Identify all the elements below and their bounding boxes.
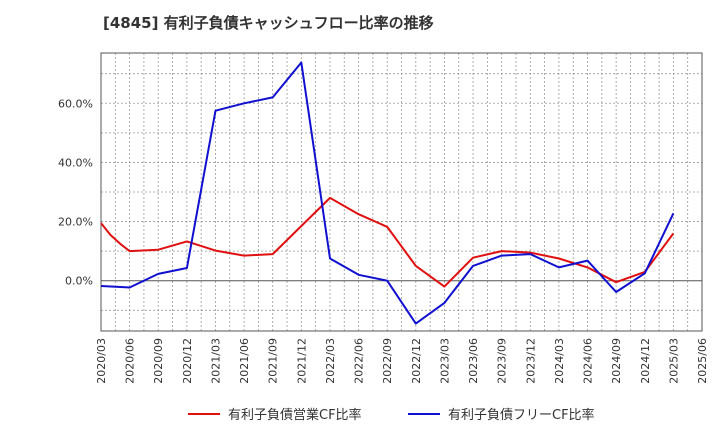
x-tick-label: 2024/06 bbox=[582, 338, 595, 384]
x-tick-label: 2024/03 bbox=[553, 338, 566, 384]
x-tick-label: 2021/12 bbox=[295, 338, 308, 384]
y-tick-label: 0.0% bbox=[65, 275, 93, 288]
x-tick-label: 2025/06 bbox=[696, 338, 709, 384]
x-tick-label: 2020/12 bbox=[181, 338, 194, 384]
legend-label-2: 有利子負債フリーCF比率 bbox=[448, 407, 595, 423]
x-tick-label: 2024/09 bbox=[610, 338, 623, 384]
x-tick-label: 2023/03 bbox=[438, 338, 451, 384]
x-tick-label: 2021/09 bbox=[267, 338, 280, 384]
y-tick-label: 20.0% bbox=[58, 216, 93, 229]
x-tick-label: 2025/03 bbox=[667, 338, 680, 384]
y-tick-label: 60.0% bbox=[58, 97, 93, 110]
series-line-1 bbox=[100, 196, 675, 288]
x-tick-label: 2022/06 bbox=[353, 338, 366, 384]
x-tick-label: 2023/12 bbox=[524, 338, 537, 384]
legend-label-1: 有利子負債営業CF比率 bbox=[228, 407, 362, 423]
chart-title: [4845] 有利子負債キャッシュフロー比率の推移 bbox=[103, 14, 434, 32]
x-tick-label: 2022/09 bbox=[381, 338, 394, 384]
x-tick-label: 2020/03 bbox=[95, 338, 108, 384]
x-tick-label: 2024/12 bbox=[639, 338, 652, 384]
plot-frame bbox=[100, 52, 703, 332]
y-tick-label: 40.0% bbox=[58, 156, 93, 169]
x-tick-label: 2020/06 bbox=[124, 338, 137, 384]
x-tick-label: 2021/03 bbox=[209, 338, 222, 384]
x-tick-label: 2023/09 bbox=[496, 338, 509, 384]
x-tick-label: 2022/03 bbox=[324, 338, 337, 384]
x-tick-label: 2020/09 bbox=[152, 338, 165, 384]
x-tick-label: 2023/06 bbox=[467, 338, 480, 384]
x-tick-label: 2021/06 bbox=[238, 338, 251, 384]
x-tick-label: 2022/12 bbox=[410, 338, 423, 384]
series-line-2 bbox=[100, 61, 675, 325]
